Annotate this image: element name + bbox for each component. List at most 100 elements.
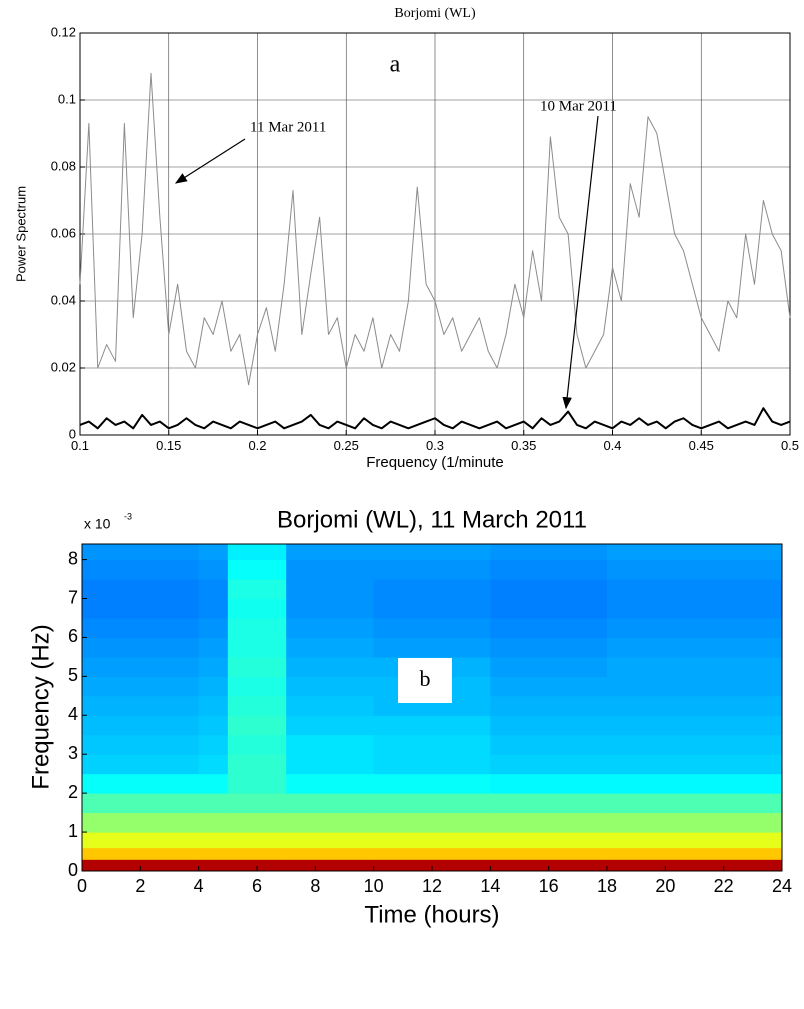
y-tick-label: 7 — [68, 587, 78, 607]
heatmap-cell — [198, 847, 229, 860]
heatmap-cell — [286, 754, 375, 775]
heatmap-cell — [286, 637, 375, 658]
y-tick-label: 0.12 — [51, 24, 76, 39]
heatmap-cell — [286, 579, 375, 599]
x-tick-label: 0 — [77, 876, 87, 896]
heatmap-cell — [286, 773, 375, 794]
heatmap-cell — [286, 656, 375, 677]
x-tick-label: 16 — [539, 876, 559, 896]
heatmap-cell — [490, 832, 608, 849]
heatmap-cell — [607, 715, 783, 736]
panel-label: a — [390, 52, 401, 78]
heatmap-cell — [373, 812, 491, 833]
heatmap-cell — [373, 715, 491, 736]
heatmap-cell — [82, 812, 200, 833]
y-tick-label: 0.08 — [51, 158, 76, 173]
y-tick-label: 0.02 — [51, 359, 76, 374]
axes-frame — [81, 543, 783, 872]
y-tick-label: 0 — [69, 426, 76, 441]
heatmap-cell — [82, 754, 200, 775]
heatmap-cell — [490, 734, 608, 755]
x-tick-label: 2 — [135, 876, 145, 896]
heatmap-cell — [373, 773, 491, 794]
heatmap-cell — [227, 734, 287, 755]
heatmap-cell — [286, 734, 375, 755]
y-tick-label: 8 — [68, 548, 78, 568]
y-axis-label: Frequency (Hz) — [27, 624, 54, 789]
heatmap-cell — [607, 617, 783, 638]
heatmap-cell — [607, 754, 783, 775]
heatmap-cell — [607, 637, 783, 658]
heatmap-cell — [490, 754, 608, 775]
heatmap-cell — [607, 832, 783, 849]
heatmap-cell — [227, 793, 287, 814]
annotation: 10 Mar 2011 — [540, 98, 617, 114]
y-tick-label: 0 — [68, 860, 78, 880]
axes-frame — [79, 32, 791, 436]
heatmap-cell — [82, 598, 200, 619]
y-tick-label: 0.06 — [51, 225, 76, 240]
y-axis-label: Power Spectrum — [13, 186, 28, 282]
x-tick-label: 0.4 — [603, 438, 621, 453]
x-tick-label: 0.35 — [511, 438, 536, 453]
heatmap-cell — [607, 579, 783, 599]
x-tick-label: 14 — [480, 876, 500, 896]
plot-a: 0.1 0.15 0.2 0.25 0.3 0.35 0.4 0.45 0.5 0 0.02 0.04… — [51, 24, 799, 453]
x-tick-label: 8 — [310, 876, 320, 896]
heatmap-cell — [607, 559, 783, 580]
heatmap-cell — [198, 812, 229, 833]
heatmap-cell — [82, 617, 200, 638]
heatmap-cell — [82, 832, 200, 849]
heatmap-cell — [198, 793, 229, 814]
heatmap-cell — [490, 859, 608, 872]
heatmap-cell — [198, 579, 229, 599]
x-tick-label: 0.1 — [71, 438, 89, 453]
heatmap-cell — [227, 847, 287, 860]
y-tick-label: 4 — [68, 704, 78, 724]
heatmap-cell — [490, 773, 608, 794]
y-tick-label: 0.1 — [58, 91, 76, 106]
heatmap-cell — [82, 676, 200, 697]
heatmap-cell — [373, 617, 491, 638]
heatmap-cell — [227, 715, 287, 736]
heatmap-cell — [373, 598, 491, 619]
heatmap-cell — [490, 637, 608, 658]
heatmap-cell — [227, 598, 287, 619]
heatmap-cell — [286, 695, 375, 716]
heatmap-cell — [373, 859, 491, 872]
heatmap-cell — [490, 812, 608, 833]
heatmap-cell — [490, 656, 608, 677]
heatmap-cell — [82, 859, 200, 872]
heatmap-cell — [82, 734, 200, 755]
heatmap-cell — [227, 832, 287, 849]
label-box — [398, 658, 452, 703]
heatmap-cell — [82, 544, 200, 561]
heatmap-cell — [607, 793, 783, 814]
heatmap-cell — [607, 656, 783, 677]
heatmap-cell — [198, 544, 229, 561]
x-tick-label: 0.5 — [781, 438, 799, 453]
heatmap-cell — [286, 812, 375, 833]
heatmap-cell — [198, 859, 229, 872]
x-tick-label: 0.2 — [248, 438, 266, 453]
x-tick-label: 0.45 — [689, 438, 714, 453]
heatmap-cell — [373, 544, 491, 561]
heatmap-cell — [373, 559, 491, 580]
y-tick-label: 6 — [68, 626, 78, 646]
heatmap-cell — [607, 695, 783, 716]
heatmap-cell — [490, 559, 608, 580]
heatmap-cell — [286, 617, 375, 638]
heatmap-cell — [198, 754, 229, 775]
heatmap-cell — [286, 832, 375, 849]
heatmap-cell — [198, 637, 229, 658]
y-tick-label: 1 — [68, 821, 78, 841]
heatmap-cell — [286, 559, 375, 580]
heatmap-cell — [607, 812, 783, 833]
heatmap-cell — [227, 812, 287, 833]
x-tick-label: 10 — [364, 876, 384, 896]
heatmap-cell — [198, 676, 229, 697]
heatmap-cell — [198, 734, 229, 755]
x-tick-label: 0.3 — [426, 438, 444, 453]
